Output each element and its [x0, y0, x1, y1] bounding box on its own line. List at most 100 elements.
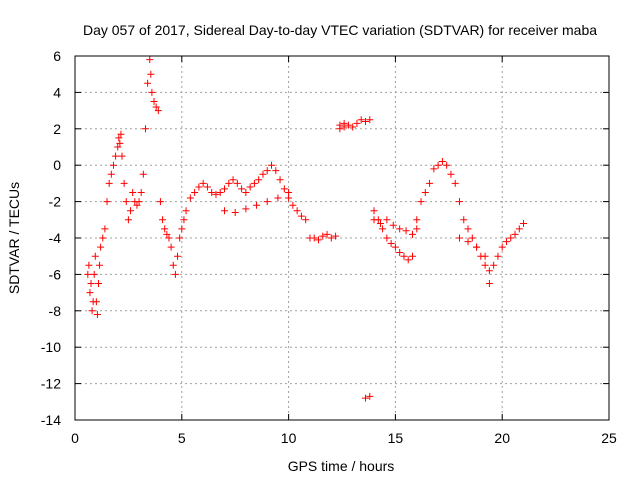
data-point: [344, 121, 352, 129]
data-point: [84, 270, 92, 278]
data-point: [174, 252, 182, 260]
data-point: [150, 98, 158, 105]
data-point: [116, 139, 124, 147]
data-point: [259, 170, 267, 178]
data-point: [376, 219, 384, 227]
data-point: [242, 205, 250, 213]
data-point: [481, 252, 489, 260]
data-point: [421, 189, 429, 196]
data-point: [391, 243, 399, 251]
data-point: [490, 261, 498, 269]
data-point: [109, 161, 117, 169]
data-point: [361, 118, 369, 126]
y-axis-label: SDTVAR / TECUs: [6, 182, 22, 294]
data-point: [515, 225, 523, 233]
data-point: [468, 234, 476, 242]
data-point: [169, 261, 177, 269]
data-point: [396, 225, 404, 233]
y-tick-label: 4: [53, 84, 61, 100]
data-point: [263, 167, 271, 175]
data-point: [434, 161, 442, 169]
data-point: [99, 234, 107, 242]
data-point: [408, 230, 416, 238]
data-point: [272, 167, 280, 175]
y-tick-label: 2: [53, 121, 61, 137]
data-point: [485, 267, 493, 275]
data-point: [139, 170, 147, 178]
data-point: [87, 280, 95, 287]
data-point: [413, 216, 421, 224]
data-point: [246, 183, 254, 191]
data-point: [88, 307, 96, 315]
x-tick-label: 25: [601, 430, 617, 446]
data-point: [238, 185, 246, 193]
data-point: [199, 179, 207, 187]
data-point: [101, 225, 109, 233]
data-point: [455, 198, 463, 206]
data-points: [84, 56, 528, 402]
grid-lines: [75, 56, 609, 420]
data-point: [323, 230, 331, 238]
data-point: [297, 212, 305, 220]
data-point: [361, 394, 369, 402]
data-point: [93, 310, 101, 318]
data-point: [274, 194, 282, 202]
data-point: [122, 198, 130, 206]
x-tick-label: 15: [388, 430, 404, 446]
data-point: [94, 280, 102, 287]
data-point: [455, 234, 463, 242]
y-tick-label: -6: [49, 266, 62, 282]
data-point: [165, 234, 173, 242]
data-point: [293, 207, 301, 215]
data-point: [163, 230, 171, 238]
data-point: [263, 198, 271, 206]
data-point: [276, 176, 284, 184]
data-point: [96, 261, 104, 269]
data-point: [180, 216, 188, 224]
data-point: [268, 161, 276, 169]
data-point: [280, 185, 288, 193]
data-point: [404, 256, 412, 264]
data-point: [182, 207, 190, 215]
data-point: [195, 183, 203, 191]
data-point: [154, 107, 162, 115]
data-point: [315, 236, 323, 244]
data-point: [464, 225, 472, 233]
y-tick-label: -12: [41, 376, 61, 392]
data-point: [127, 207, 135, 215]
data-point: [366, 116, 374, 124]
data-point: [114, 143, 122, 151]
data-point: [229, 176, 237, 184]
data-point: [133, 201, 141, 209]
data-point: [92, 298, 100, 306]
data-point: [353, 119, 361, 127]
x-tick-label: 0: [71, 430, 79, 446]
x-tick-label: 20: [494, 430, 510, 446]
data-point: [90, 270, 98, 278]
data-point: [91, 252, 99, 260]
data-point: [383, 234, 391, 242]
data-point: [408, 252, 416, 260]
data-point: [370, 216, 378, 224]
data-point: [107, 170, 115, 178]
data-point: [502, 238, 510, 246]
data-point: [460, 216, 468, 224]
data-point: [253, 201, 261, 209]
data-point: [310, 234, 318, 242]
data-point: [112, 152, 120, 160]
data-point: [221, 185, 229, 193]
data-point: [118, 152, 126, 160]
data-point: [124, 216, 132, 224]
data-point: [400, 252, 408, 260]
data-point: [332, 232, 340, 240]
data-point: [147, 70, 155, 78]
data-point: [340, 123, 348, 131]
data-point: [327, 234, 335, 242]
data-point: [85, 261, 93, 269]
data-point: [507, 234, 515, 242]
data-point: [370, 207, 378, 215]
data-point: [152, 103, 160, 111]
data-point: [120, 179, 128, 187]
y-tick-label: -14: [41, 412, 61, 428]
data-point: [115, 134, 123, 142]
